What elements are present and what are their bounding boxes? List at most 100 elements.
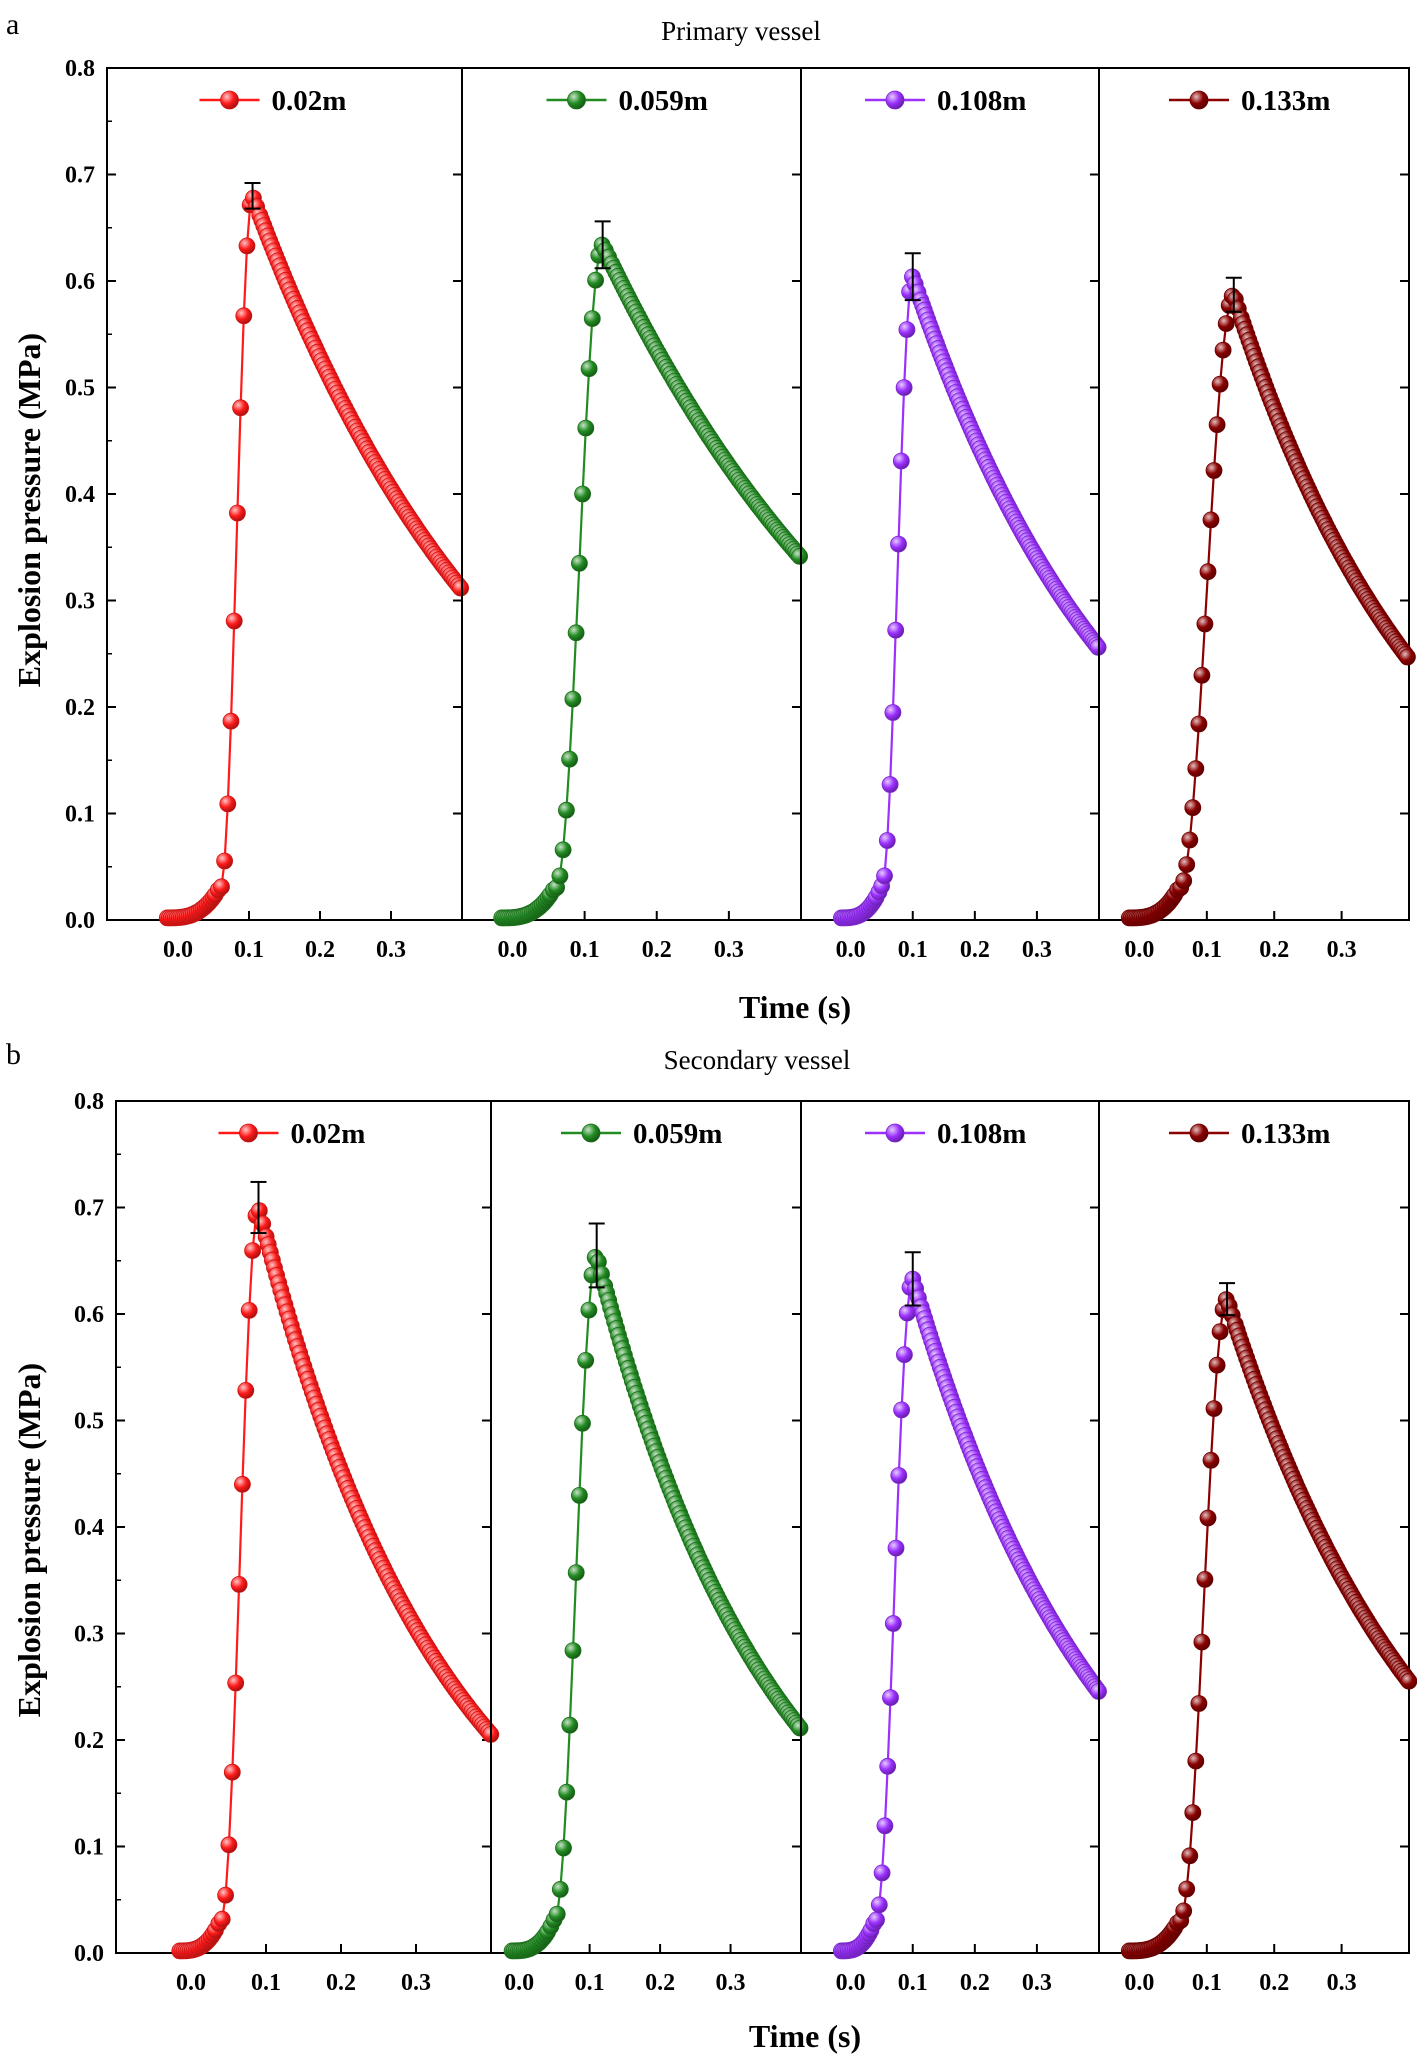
panel-frame (1098, 1100, 1410, 1954)
legend-label: 0.108m (937, 85, 1026, 117)
data-point (1208, 1356, 1226, 1374)
y-tick-label: 0.0 (74, 1941, 104, 1967)
x-tick-label: 0.1 (575, 1970, 605, 1996)
x-tick-label: 0.1 (898, 937, 928, 963)
legend-marker (567, 90, 586, 110)
legend-label: 0.02m (272, 85, 347, 117)
data-point (580, 360, 598, 378)
figure-a-x-axis-title: Time (s) (739, 989, 851, 1025)
figure-b-letter: b (6, 1038, 21, 1071)
data-point (227, 1674, 245, 1692)
data-point (564, 1642, 582, 1659)
figure-b-title: Secondary vessel (664, 1045, 851, 1075)
data-point (1187, 760, 1205, 777)
data-point (1400, 1672, 1417, 1690)
legend-marker (239, 1123, 258, 1143)
data-point (567, 624, 585, 642)
data-point (791, 547, 808, 565)
data-point (884, 704, 902, 721)
data-point (1196, 615, 1214, 633)
legend-marker (885, 1123, 905, 1143)
data-point (898, 321, 916, 339)
x-tick-label: 0.0 (836, 1970, 866, 1996)
y-tick-label: 0.3 (65, 589, 95, 615)
data-point (1202, 1451, 1220, 1469)
data-point (216, 852, 234, 870)
x-tick-label: 0.1 (251, 1970, 281, 1996)
data-point (551, 867, 569, 885)
x-tick-label: 0.2 (960, 937, 990, 963)
data-point (1214, 341, 1232, 359)
x-tick-label: 0.1 (1192, 1970, 1222, 1996)
data-point (561, 1716, 579, 1734)
panel-frame (800, 1100, 1100, 1954)
charts-layer: 0.0 0.1 0.2 0.3 0.4 0.5 0.6 0.7 0.8 0.0 0.1 0.2 0.3 0… (65, 56, 1417, 1996)
data-point (583, 310, 601, 328)
data-point (587, 271, 604, 289)
data-point (554, 841, 572, 859)
series-line-0.02m (167, 195, 462, 919)
x-tick-label: 0.3 (1022, 1970, 1052, 1996)
y-tick-label: 0.8 (74, 1089, 104, 1115)
data-point (1211, 1323, 1229, 1341)
data-point (1205, 1400, 1223, 1417)
data-point (558, 801, 575, 819)
x-tick-label: 0.2 (326, 1970, 356, 1996)
data-point (876, 1817, 894, 1835)
y-tick-label: 0.2 (65, 695, 95, 721)
data-point (232, 399, 250, 417)
series-line-0.108m (841, 1275, 1100, 1952)
y-tick-label: 0.2 (74, 1728, 104, 1754)
data-point (577, 419, 595, 437)
x-tick-label: 0.2 (645, 1970, 675, 1996)
x-tick-label: 0.2 (960, 1970, 990, 1996)
figure-b-y-axis-title: Explosion pressure (MPa) (11, 1363, 47, 1717)
x-tick-label: 0.0 (176, 1970, 206, 1996)
data-point (452, 579, 470, 597)
legend-label: 0.108m (937, 1118, 1026, 1150)
data-point (1399, 648, 1416, 666)
data-point (574, 485, 591, 503)
data-point (887, 621, 905, 639)
data-point (1187, 1752, 1205, 1770)
data-point (876, 867, 893, 885)
data-point (1202, 511, 1220, 529)
x-tick-label: 0.3 (1327, 937, 1357, 963)
data-point (870, 1896, 888, 1914)
data-point (1190, 1695, 1208, 1712)
data-point (230, 1576, 248, 1593)
x-tick-label: 0.0 (1124, 937, 1154, 963)
y-tick-label: 0.6 (65, 269, 95, 295)
y-tick-label: 0.5 (65, 376, 95, 402)
data-point (1181, 1847, 1199, 1865)
data-point (1193, 1633, 1211, 1651)
data-point (233, 1475, 251, 1493)
data-point (240, 1302, 258, 1319)
x-tick-label: 0.3 (1327, 1970, 1357, 1996)
data-point (1199, 563, 1217, 581)
y-tick-label: 0.6 (74, 1302, 104, 1328)
data-point (1181, 831, 1199, 849)
data-point (561, 750, 578, 768)
data-point (235, 307, 253, 325)
legend-marker (1189, 1123, 1209, 1143)
legend-marker (220, 90, 239, 110)
data-point (567, 1564, 585, 1581)
data-point (890, 1467, 908, 1484)
data-point (228, 504, 246, 522)
data-point (571, 1487, 588, 1504)
data-point (217, 1886, 235, 1904)
data-point (878, 832, 896, 849)
data-point (219, 795, 237, 813)
legend-label: 0.059m (619, 85, 708, 117)
data-point (238, 237, 256, 255)
data-point (893, 1401, 910, 1419)
data-point (1184, 799, 1202, 817)
data-point (879, 1757, 897, 1775)
figure-a-letter: a (6, 8, 19, 41)
data-point (1217, 315, 1235, 333)
x-tick-label: 0.1 (898, 1970, 928, 1996)
y-tick-label: 0.4 (74, 1515, 104, 1541)
y-tick-label: 0.1 (65, 802, 95, 828)
y-tick-label: 0.7 (74, 1196, 104, 1222)
